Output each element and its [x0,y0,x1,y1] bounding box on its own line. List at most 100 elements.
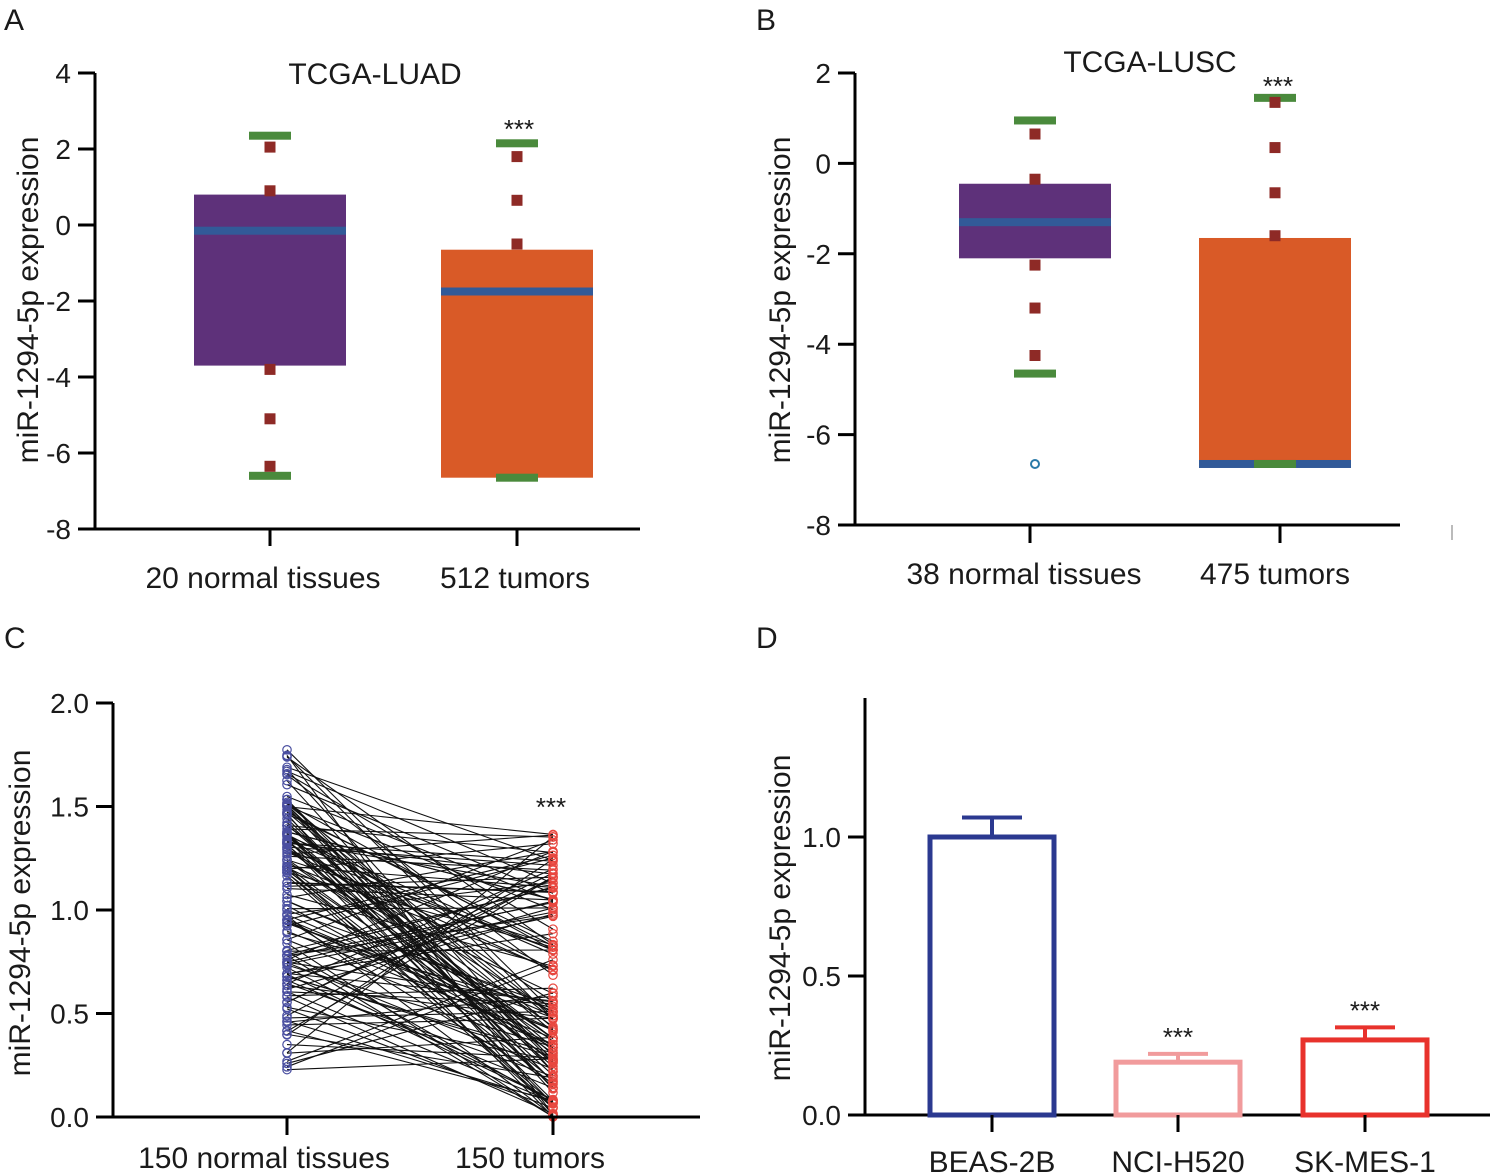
panel-c-normal-point [282,745,292,755]
panel-c-tumor-point [548,1027,558,1037]
panel-c-pair-line [286,866,554,1062]
panel-c-paired-plot: miR-1294-5p expression 2.0 1.5 1.0 0.5 0.0 1… [4,688,700,1175]
panel-letter-c: C [4,622,26,655]
panel-c-normal-point [282,779,292,790]
panel-a-significance: *** [504,114,534,144]
panel-c-pair-line [286,770,554,884]
panel-b-category-label: 475 tumors [1200,558,1350,591]
panel-c-tumor-point [548,856,558,867]
panel-b-box-plot: TCGA-LUSC miR-1294-5p expression 2 0 -2 -4 -… [764,46,1453,591]
panel-c-normal-point [282,962,292,973]
panel-c-pair-line [286,900,554,1012]
panel-c-normal-point [282,950,292,961]
panel-a-whisker-cap-low-2 [496,473,538,482]
panel-c-tumor-point [548,1076,558,1087]
panel-c-normal-point [282,1026,292,1037]
panel-c-tumor-point [548,988,558,999]
panel-c-normal-point [282,804,292,815]
panel-a-data-point [511,151,523,163]
panel-b-title: TCGA-LUSC [1063,46,1236,79]
panel-c-normal-point [282,847,292,857]
panel-c-normal-point [282,971,292,982]
panel-c-pair-line [286,872,554,1085]
panel-c-normal-point [282,1013,292,1023]
panel-letter-a: A [4,4,24,37]
panel-c-normal-point [282,768,292,779]
panel-d-significance: *** [1350,995,1380,1025]
panel-b-significance: *** [1263,71,1293,101]
panel-a-y-tick-label: -6 [46,438,71,469]
panel-c-tumor-point [548,907,558,917]
panel-c-normal-point [282,992,292,1002]
panel-c-y-tick-label: 0.5 [50,999,89,1030]
panel-c-normal-point [282,900,292,911]
panel-c-tumor-point [548,853,558,863]
panel-b-data-point [1029,173,1041,185]
panel-c-tumor-point [548,835,558,845]
panel-c-tumor-point [548,924,558,934]
panel-c-pair-line [286,796,554,902]
panel-c-tumor-point [548,1098,558,1108]
panel-c-normal-point [282,975,292,986]
panel-c-normal-point [282,978,292,989]
panel-c-pair-line [286,964,554,1048]
panel-c-pair-line [286,933,554,975]
panel-b-whisker-cap-low-1 [1014,369,1056,378]
panel-b-data-point [1269,187,1281,199]
panel-c-normal-point [282,896,292,906]
panel-c-pair-line [286,835,554,952]
panel-b-median-1 [959,218,1111,227]
panel-c-normal-point [282,820,292,831]
panel-c-pair-line [286,887,554,951]
panel-a-median-2 [441,287,593,296]
panel-b-data-point [1269,142,1281,154]
panel-c-pair-line [286,1044,554,1059]
panel-c-tumor-point [548,1012,558,1023]
panel-c-pair-line [286,875,554,1109]
panel-a-data-point [264,141,276,153]
panel-c-normal-point [282,969,292,979]
panel-c-normal-point [282,797,292,808]
panel-c-normal-point [282,1020,292,1030]
panel-c-normal-point [282,903,292,914]
panel-c-tumor-point [548,832,558,842]
panel-c-pair-line [286,876,554,887]
panel-c-pair-line [286,881,554,893]
panel-c-pair-line [286,749,554,1013]
panel-c-y-axis-label: miR-1294-5p expression [4,750,37,1077]
panel-b-data-point [1029,259,1041,271]
panel-a-title: TCGA-LUAD [288,58,461,91]
panel-c-pair-line [286,867,554,994]
panel-c-normal-point [282,867,292,878]
panel-c-pair-line [286,973,554,1101]
panel-c-tumor-point [548,911,558,922]
panel-c-pair-line [286,900,554,1017]
panel-c-pair-line [286,860,554,1042]
panel-c-pair-line [286,855,554,871]
panel-c-y-tick-label: 1.5 [50,792,89,823]
panel-a-box-2 [441,249,593,478]
panel-a-data-point [264,413,276,425]
panel-c-tumor-point [548,965,558,976]
panel-c-pair-line [286,811,554,947]
panel-b-data-point [1029,128,1041,140]
panel-c-pair-line [286,811,554,1033]
panel-c-y-tick-label: 2.0 [50,688,89,719]
panel-a-y-tick-label: 2 [55,134,71,165]
panel-c-pair-line [286,806,554,836]
panel-c-significance: *** [536,792,566,822]
panel-c-pair-line [286,1008,554,1109]
panel-a-data-point [264,185,276,197]
panel-c-normal-point [282,791,292,802]
panel-c-normal-point [282,918,292,929]
panel-letter-b: B [756,4,776,37]
panel-c-pair-line [286,955,554,1118]
panel-c-normal-point [282,915,292,926]
panel-c-pair-line [286,836,554,1054]
panel-c-normal-point [282,893,292,903]
panel-c-normal-point [282,824,292,834]
panel-c-tumor-point [548,961,558,972]
panel-c-normal-point [282,807,292,817]
panel-c-tumor-point [548,1006,558,1016]
